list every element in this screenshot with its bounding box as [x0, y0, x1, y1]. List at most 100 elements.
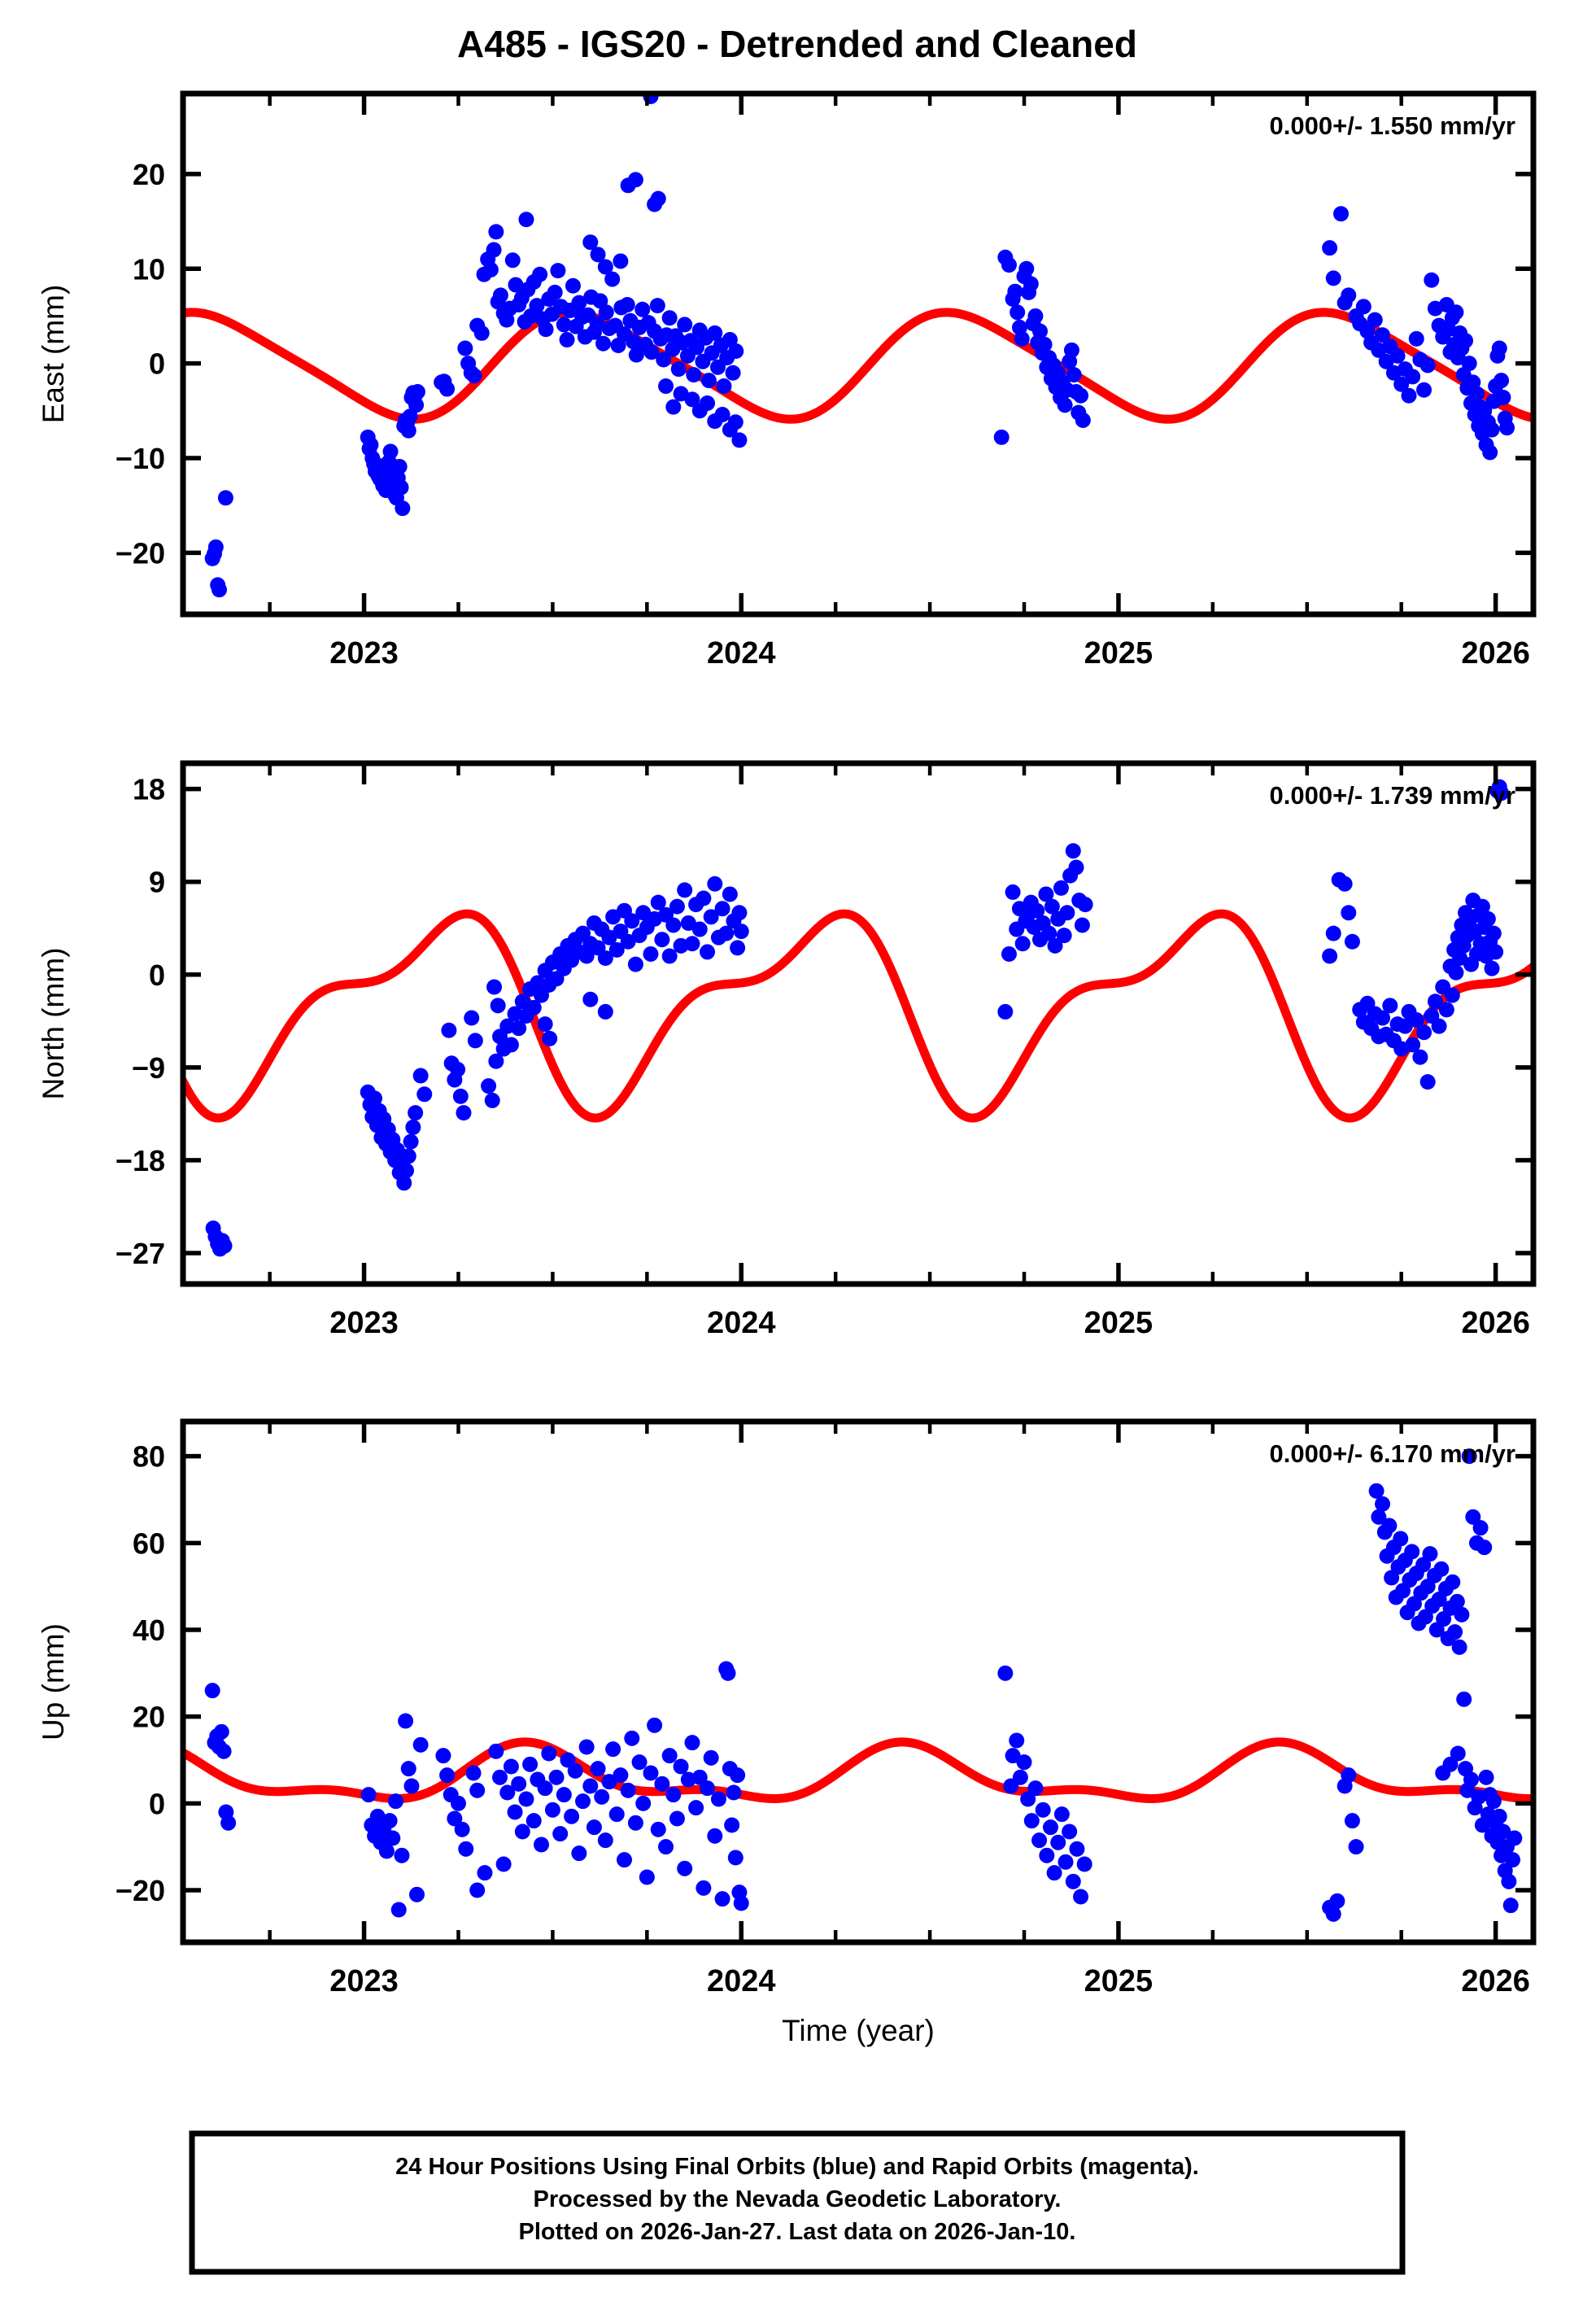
data-point	[1488, 944, 1504, 960]
data-point	[481, 1078, 497, 1094]
data-point	[385, 1830, 401, 1846]
data-point	[665, 399, 682, 415]
data-point	[1494, 373, 1510, 389]
y-tick-label: 40	[133, 1614, 165, 1647]
plot-frame-east	[180, 90, 1537, 618]
data-point	[1042, 1819, 1058, 1836]
y-tick-label: 0	[149, 347, 165, 381]
data-point	[1325, 270, 1341, 286]
data-point	[382, 1813, 398, 1829]
data-point	[538, 321, 554, 338]
data-point	[1454, 1606, 1470, 1622]
data-point	[465, 1765, 482, 1781]
data-point	[1009, 304, 1026, 321]
data-point	[1397, 1018, 1413, 1034]
data-point	[548, 1769, 565, 1785]
data-point	[457, 340, 473, 356]
data-point	[1507, 1830, 1523, 1846]
data-point	[677, 882, 693, 898]
data-point	[643, 946, 659, 962]
data-point	[665, 1787, 682, 1803]
data-point	[733, 1895, 749, 1911]
data-point	[571, 1845, 587, 1862]
data-point	[492, 1769, 508, 1785]
data-point	[707, 325, 723, 341]
data-point	[575, 1793, 591, 1810]
data-point	[677, 317, 693, 333]
data-point	[1438, 1002, 1454, 1018]
data-point	[700, 944, 716, 960]
data-point	[484, 1092, 500, 1108]
plot-frame-north	[180, 760, 1537, 1287]
data-point	[661, 1748, 678, 1764]
data-point	[412, 1068, 429, 1084]
data-point	[560, 1752, 576, 1768]
data-point	[396, 1175, 412, 1191]
data-point	[731, 905, 748, 921]
data-point	[488, 1053, 504, 1069]
data-point	[1482, 444, 1498, 461]
data-point	[473, 325, 490, 341]
x-tick-label: 2024	[707, 1964, 776, 1998]
data-point	[624, 913, 640, 929]
data-point	[1331, 871, 1347, 888]
data-point	[486, 979, 503, 995]
data-point	[360, 1787, 377, 1803]
data-point	[525, 999, 542, 1015]
data-point	[1329, 1893, 1345, 1909]
data-point	[627, 956, 643, 972]
data-point	[993, 429, 1009, 445]
data-point	[703, 1749, 719, 1766]
data-point	[684, 936, 700, 952]
x-tick-label: 2026	[1461, 1964, 1530, 1998]
data-point	[1073, 1889, 1089, 1905]
data-point	[405, 1119, 421, 1135]
data-point	[1444, 987, 1460, 1003]
data-point	[665, 917, 682, 933]
data-point	[564, 1808, 580, 1824]
data-point	[1505, 1852, 1520, 1868]
data-point	[1348, 1839, 1364, 1855]
data-point	[661, 310, 678, 326]
x-axis-label: Time (year)	[782, 2014, 935, 2047]
data-point	[1501, 1873, 1517, 1889]
data-point	[1476, 1540, 1493, 1556]
data-point	[1408, 330, 1424, 347]
data-point	[1074, 917, 1090, 933]
data-point	[408, 1886, 425, 1902]
data-point	[1020, 1791, 1036, 1807]
data-point	[720, 1665, 736, 1681]
data-point	[482, 261, 499, 277]
data-point	[1325, 925, 1341, 941]
caption-line-1: 24 Hour Positions Using Final Orbits (bl…	[395, 2154, 1199, 2180]
panel-north: 18 9 0 −9 −18 −27 2023 2024 2025 2026 North (mm) 0.…	[37, 760, 1537, 1340]
data-point	[439, 1767, 456, 1784]
data-point	[1389, 347, 1406, 364]
data-point	[1461, 356, 1477, 372]
data-point	[464, 1010, 480, 1026]
data-point	[1381, 1518, 1398, 1534]
data-point	[1068, 859, 1084, 876]
data-point	[1341, 287, 1357, 304]
y-tick-label: −20	[116, 536, 165, 570]
data-point	[730, 1767, 746, 1784]
data-point	[1427, 994, 1443, 1010]
data-point	[1452, 950, 1468, 967]
data-point	[571, 295, 587, 311]
data-point	[403, 1133, 419, 1150]
data-point	[1465, 1509, 1481, 1525]
data-point	[601, 929, 617, 946]
data-point	[684, 1735, 700, 1751]
data-point	[1018, 913, 1034, 929]
data-point	[696, 1880, 712, 1896]
data-point	[1495, 1823, 1511, 1840]
data-point	[1344, 933, 1360, 950]
data-point	[1478, 1769, 1494, 1785]
data-point	[367, 1090, 383, 1107]
data-point	[1412, 1049, 1428, 1065]
data-point	[1044, 898, 1060, 915]
data-point	[1445, 1574, 1461, 1590]
data-point	[590, 1761, 606, 1777]
data-point	[408, 397, 425, 413]
